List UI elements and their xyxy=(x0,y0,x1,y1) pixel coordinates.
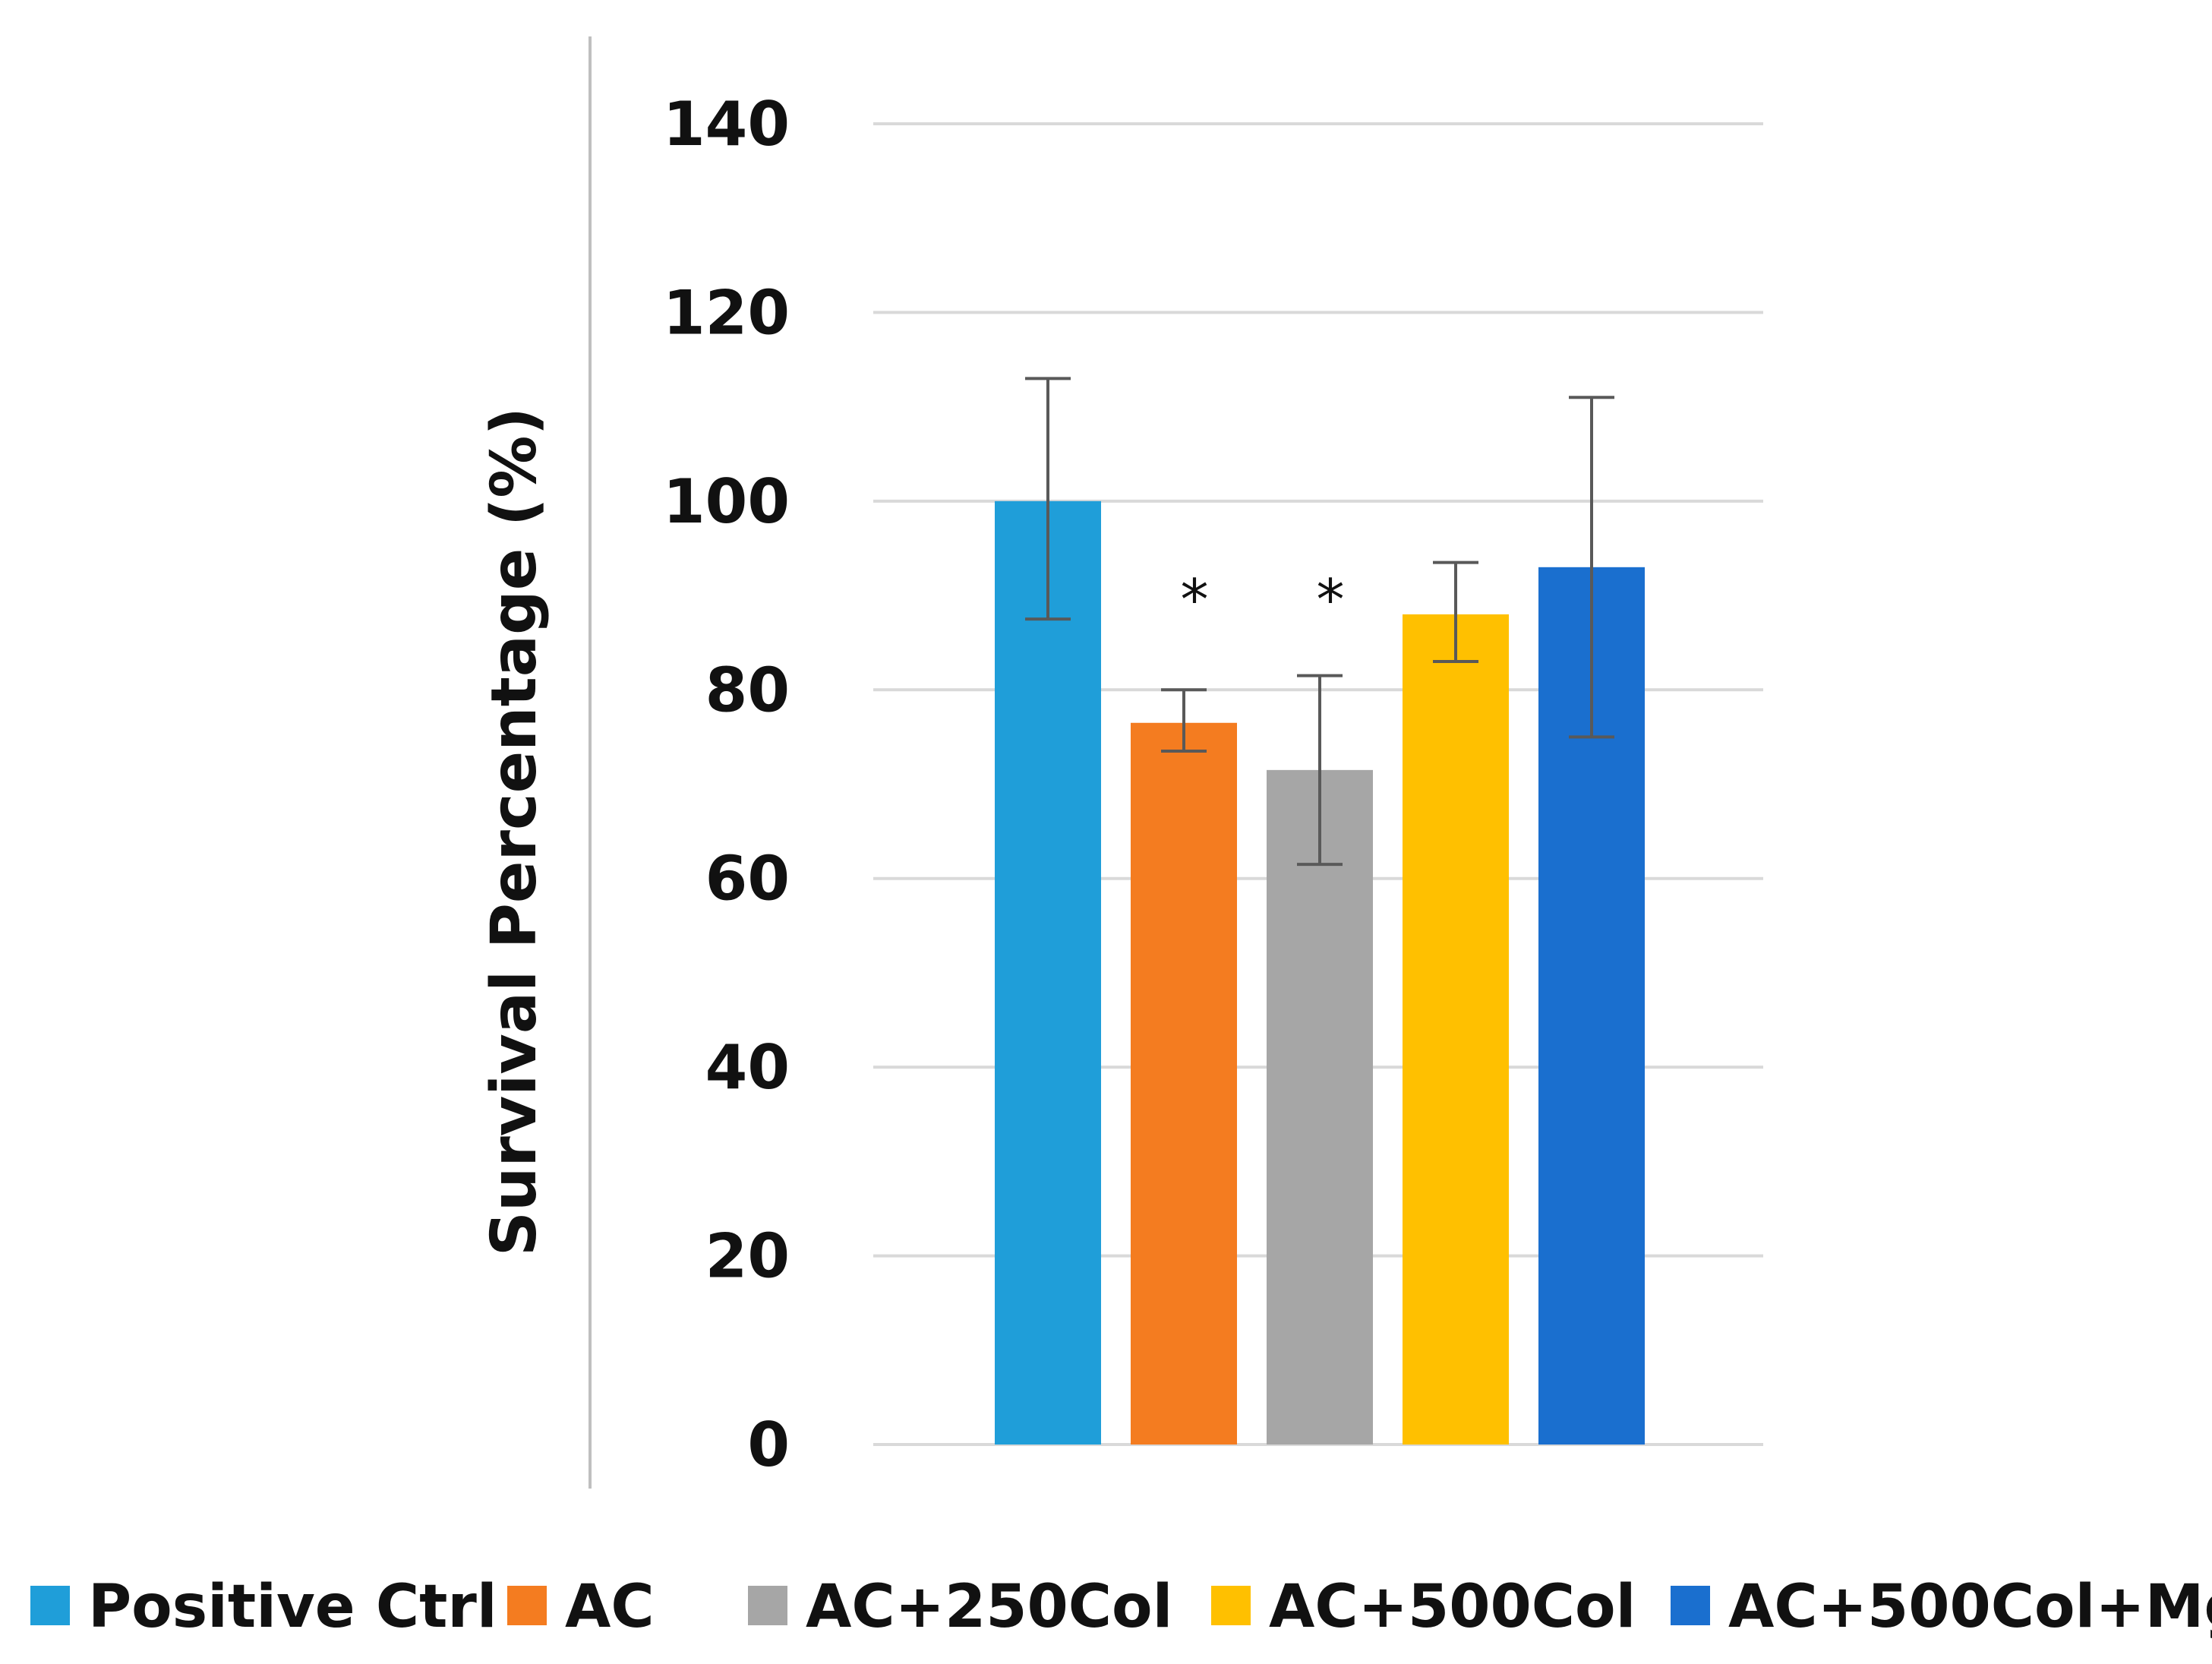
error-bars xyxy=(1025,377,1614,867)
legend-swatch xyxy=(1211,1586,1251,1625)
y-axis-title: Survival Percentage (%) xyxy=(478,407,551,1256)
legend-item: AC+250Col xyxy=(748,1573,1172,1641)
legend-item: Positive Ctrl xyxy=(30,1573,497,1641)
legend-label: AC+500Col+Mg xyxy=(1728,1573,2212,1641)
error-bar xyxy=(1025,377,1071,621)
legend-label: AC+500Col xyxy=(1269,1573,1636,1641)
y-tick-label: 80 xyxy=(705,655,790,725)
legend-label: AC+250Col xyxy=(806,1573,1172,1641)
y-tick-labels: 0 20 40 60 80 100 120 140 xyxy=(663,89,790,1480)
legend: Positive Ctrl AC AC+250Col AC+500Col AC+500C… xyxy=(30,1573,2212,1641)
legend-swatch xyxy=(1671,1586,1710,1625)
legend-label: Positive Ctrl xyxy=(88,1573,497,1641)
y-tick-label: 60 xyxy=(705,844,790,914)
legend-swatch xyxy=(30,1586,70,1625)
y-tick-label: 100 xyxy=(663,466,790,537)
significance-marker: * xyxy=(1181,567,1209,633)
error-bar xyxy=(1569,396,1614,739)
legend-label: AC xyxy=(565,1573,655,1641)
y-tick-label: 20 xyxy=(705,1221,790,1292)
bar-ac xyxy=(1131,722,1237,1445)
error-bar xyxy=(1161,688,1207,753)
bar-ac-500col xyxy=(1403,614,1509,1445)
y-tick-label: 0 xyxy=(747,1410,790,1480)
error-bar xyxy=(1297,674,1343,867)
legend-swatch xyxy=(507,1586,547,1625)
bar-ac-250col xyxy=(1267,769,1373,1445)
y-tick-label: 140 xyxy=(663,89,790,159)
bars xyxy=(995,500,1645,1445)
annotations: * * xyxy=(1181,567,1345,633)
significance-marker: * xyxy=(1317,567,1345,633)
error-bar xyxy=(1433,560,1478,664)
legend-item: AC+500Col+Mg xyxy=(1671,1573,2212,1641)
legend-item: AC+500Col xyxy=(1211,1573,1636,1641)
legend-swatch xyxy=(748,1586,787,1625)
y-tick-label: 40 xyxy=(705,1032,790,1103)
legend-item: AC xyxy=(507,1573,655,1641)
y-tick-label: 120 xyxy=(663,277,790,348)
bar-positive-ctrl xyxy=(995,500,1101,1445)
